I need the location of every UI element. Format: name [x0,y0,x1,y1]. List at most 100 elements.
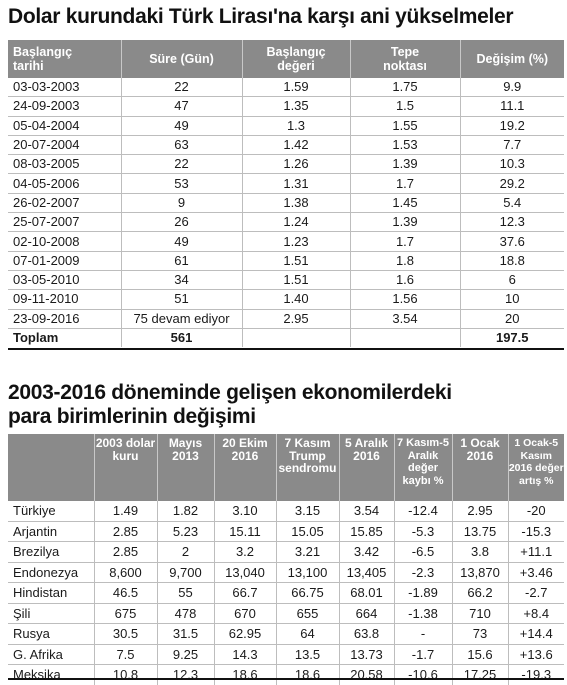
table-cell: 9.25 [157,644,215,665]
total-row: Toplam 561 197.5 [8,328,564,348]
table-cell: 04-05-2006 [8,173,122,194]
section1-title: Dolar kurundaki Türk Lirası'na karşı ani… [8,5,514,28]
total-cell [350,328,461,348]
table-row: 20-07-2004 63 1.42 1.53 7.7 [8,135,564,156]
table-cell: 9,700 [157,562,215,583]
table-cell: +13.6 [508,644,564,665]
table-row: Brezilya 2.85 2 3.2 3.21 3.42 -6.5 3.8 +11.1 [8,541,564,563]
table-cell: 2.95 [452,501,509,522]
table-cell: 02-10-2008 [8,231,122,252]
country-name: G. Afrika [8,644,95,665]
table-cell: 46.5 [94,582,158,604]
total-cell [242,328,351,348]
country-name: Rusya [8,623,95,645]
table-cell: -2.7 [508,582,564,604]
table-cell: 9.9 [460,78,564,98]
header-country [8,434,95,501]
table-cell: - [394,623,453,645]
table-cell: 26-02-2007 [8,193,122,214]
table-cell: 07-01-2009 [8,251,122,271]
table-cell: 2 [157,541,215,563]
table-cell: 7.5 [94,644,158,665]
table1-header-row: Başlangıç tarihi Süre (Gün) Başlangıç de… [8,40,564,78]
table-cell: 1.26 [242,154,351,175]
table-cell: 710 [452,603,509,624]
emerging-currencies-table: 2003 dolar kuru Mayıs 2013 20 Ekim 2016 … [8,434,564,685]
section1-bottom-rule [8,348,564,350]
header-peak: Tepe noktası [350,40,461,78]
table-cell: 66.2 [452,582,509,604]
table-cell: 13.75 [452,521,509,542]
table-cell: +14.4 [508,623,564,645]
table-cell: 8,600 [94,562,158,583]
table-cell: 1.75 [350,78,461,98]
table-cell: 08-03-2005 [8,154,122,175]
table-cell: 2.85 [94,541,158,563]
table-cell: 7.7 [460,135,564,156]
table-cell: 47 [121,96,243,117]
table-row: 09-11-2010 51 1.40 1.56 10 [8,289,564,310]
table-cell: 1.24 [242,212,351,233]
table-cell: -2.3 [394,562,453,583]
table-cell: 3.2 [214,541,277,563]
table-row: Endonezya 8,600 9,700 13,040 13,100 13,405 -2.… [8,562,564,583]
table-cell: 13.5 [276,644,340,665]
table-cell: 24-09-2003 [8,96,122,117]
table-row: 02-10-2008 49 1.23 1.7 37.6 [8,231,564,252]
table-cell: -15.3 [508,521,564,542]
table-cell: 62.95 [214,623,277,645]
table-cell: 1.49 [94,501,158,522]
table-cell: 478 [157,603,215,624]
table-cell: -1.89 [394,582,453,604]
table-cell: 9 [121,193,243,214]
table-cell: 53 [121,173,243,194]
total-cell: 561 [121,328,243,348]
table-cell: 49 [121,116,243,136]
section2-title-line1: 2003-2016 döneminde gelişen ekonomilerde… [8,381,452,404]
table-cell: 3.42 [339,541,395,563]
table-cell: 1.55 [350,116,461,136]
table-cell: 5.4 [460,193,564,214]
table-cell: 23-09-2016 [8,309,122,329]
table-row: Hindistan 46.5 55 66.7 66.75 68.01 -1.89 66.2 -2… [8,582,564,604]
table-row: 03-05-2010 34 1.51 1.6 6 [8,270,564,291]
table-cell: 20-07-2004 [8,135,122,156]
table-row: 03-03-2003 22 1.59 1.75 9.9 [8,78,564,98]
table-cell: 64 [276,623,340,645]
table-cell: 20 [460,309,564,329]
table-cell: 11.1 [460,96,564,117]
table-cell: 05-04-2004 [8,116,122,136]
table-cell: +3.46 [508,562,564,583]
table-cell: 34 [121,270,243,291]
header-nov-7-trump: 7 Kasım Trump sendromu [276,434,340,501]
table-cell: 1.59 [242,78,351,98]
table-cell: 1.3 [242,116,351,136]
table-cell: 66.75 [276,582,340,604]
table-cell: 1.42 [242,135,351,156]
table-cell: 75 devam ediyor [121,309,243,329]
table-cell: 1.6 [350,270,461,291]
header-gain-pct: 1 Ocak-5 Kasım 2016 değer artış % [508,434,564,501]
table-cell: 1.40 [242,289,351,310]
table-cell: 1.51 [242,270,351,291]
table-cell: 3.54 [339,501,395,522]
table-cell: 10 [460,289,564,310]
header-oct-20-2016: 20 Ekim 2016 [214,434,277,501]
table-cell: 26 [121,212,243,233]
table-cell: 6 [460,270,564,291]
table-cell: 31.5 [157,623,215,645]
table-cell: 1.35 [242,96,351,117]
table-cell: 12.3 [460,212,564,233]
table-cell: 3.54 [350,309,461,329]
table-cell: 66.7 [214,582,277,604]
table-cell: 1.82 [157,501,215,522]
table-cell: 03-05-2010 [8,270,122,291]
table-row: 25-07-2007 26 1.24 1.39 12.3 [8,212,564,233]
header-start-date: Başlangıç tarihi [8,40,122,78]
table-cell: 73 [452,623,509,645]
table-cell: 13.73 [339,644,395,665]
header-change: Değişim (%) [460,40,564,78]
table-cell: -5.3 [394,521,453,542]
table-cell: -6.5 [394,541,453,563]
table-cell: 1.39 [350,154,461,175]
